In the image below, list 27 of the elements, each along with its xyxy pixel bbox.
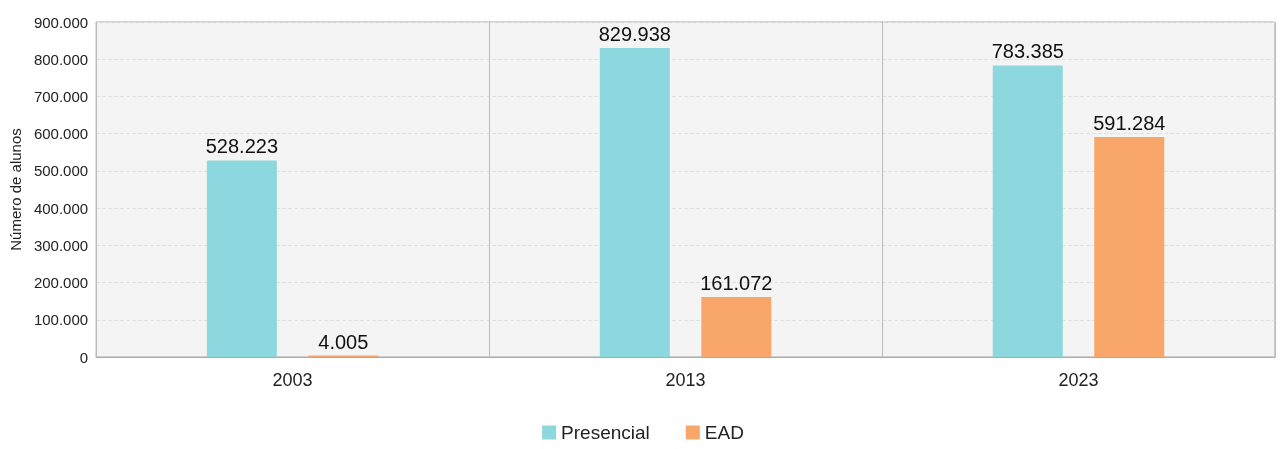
bar <box>701 297 772 357</box>
data-label: 4.005 <box>318 330 369 353</box>
x-tick-label: 2023 <box>1058 370 1099 390</box>
legend-label: Presencial <box>561 422 650 443</box>
y-tick-label: 300.000 <box>33 236 89 254</box>
y-tick-label: 700.000 <box>33 87 89 105</box>
x-tick-label: 2003 <box>272 370 313 390</box>
y-tick-label: 600.000 <box>33 125 89 143</box>
y-tick-label: 0 <box>79 348 89 366</box>
data-label: 591.284 <box>1093 111 1166 134</box>
data-label: 829.938 <box>598 23 671 46</box>
bar <box>599 48 670 357</box>
y-tick-label: 500.000 <box>33 162 89 180</box>
data-label: 783.385 <box>991 40 1064 63</box>
y-tick-label: 200.000 <box>33 274 89 292</box>
y-tick-label: 400.000 <box>33 199 89 217</box>
bar <box>992 65 1063 357</box>
bar <box>1094 136 1165 357</box>
x-tick-label: 2013 <box>665 370 706 390</box>
y-tick-label: 100.000 <box>33 311 89 329</box>
data-label: 161.072 <box>700 272 773 295</box>
y-tick-label: 800.000 <box>33 50 89 68</box>
bar <box>206 160 277 357</box>
data-label: 528.223 <box>205 135 278 158</box>
legend-label: EAD <box>704 422 744 443</box>
y-axis-title: Número de alunos <box>7 128 24 251</box>
y-tick-label: 900.000 <box>33 13 89 31</box>
